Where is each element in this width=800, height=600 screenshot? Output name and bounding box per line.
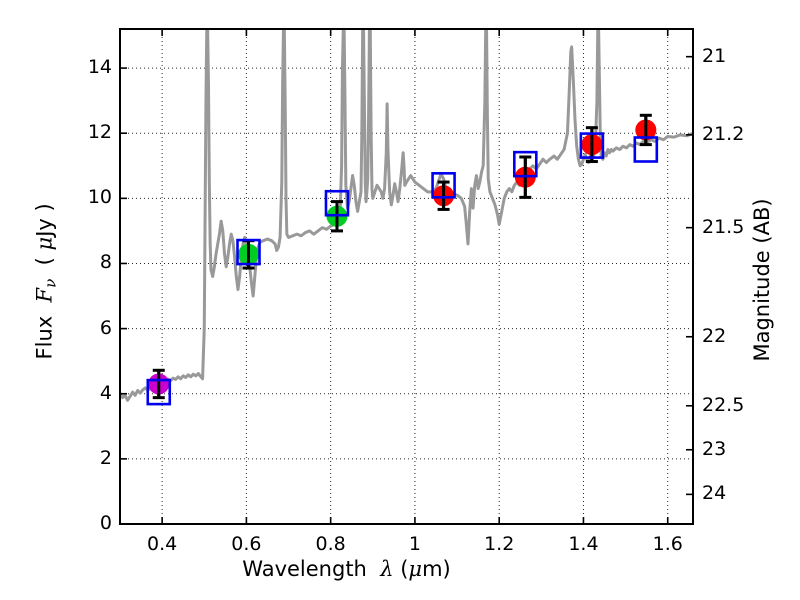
x-axis-title: Wavelength λ (μm) xyxy=(242,557,451,581)
model-photometry-square xyxy=(324,189,350,217)
x-tick-label: 0.4 xyxy=(147,533,178,555)
y-tick-label: 8 xyxy=(99,251,112,274)
grid-lines xyxy=(120,29,693,524)
y2-tick-label: 21.2 xyxy=(702,122,745,145)
y-tick-label: 12 xyxy=(87,121,112,144)
x-tick-label: 0.6 xyxy=(231,533,262,555)
y-tick-label: 14 xyxy=(87,56,112,79)
axes-frame xyxy=(119,28,694,525)
model-photometry-group xyxy=(146,132,659,406)
y-tick-label: 2 xyxy=(99,446,112,469)
model-spectrum-line xyxy=(120,29,693,402)
x-tick-label: 1.4 xyxy=(568,533,599,555)
model-photometry-square xyxy=(513,150,538,178)
x-tick-label: 1 xyxy=(408,533,421,555)
model-photometry-square xyxy=(431,172,456,199)
y2-tick-label: 21.5 xyxy=(702,215,745,238)
y2-tick-label: 21 xyxy=(702,44,727,67)
y-tick-label: 0 xyxy=(99,512,112,534)
y-tick-label: 10 xyxy=(87,186,112,209)
model-photometry-square xyxy=(236,238,261,266)
model-photometry-square xyxy=(579,132,605,159)
y2-tick-label: 23 xyxy=(702,437,727,460)
model-photometry-square xyxy=(146,378,172,406)
x-tick-label: 1.2 xyxy=(484,533,515,555)
x-tick-label: 0.8 xyxy=(315,533,346,555)
y-tick-label: 4 xyxy=(99,381,112,404)
y2-tick-label: 22 xyxy=(702,324,727,347)
x-tick-label: 1.6 xyxy=(652,533,683,555)
axis-ticks xyxy=(120,29,693,525)
y2-tick-label: 24 xyxy=(702,482,727,505)
y2-axis-title: Magnitude (AB) xyxy=(750,198,774,362)
model-photometry-square xyxy=(633,136,659,163)
y-tick-label: 6 xyxy=(99,316,112,339)
y2-tick-label: 22.5 xyxy=(702,393,745,416)
